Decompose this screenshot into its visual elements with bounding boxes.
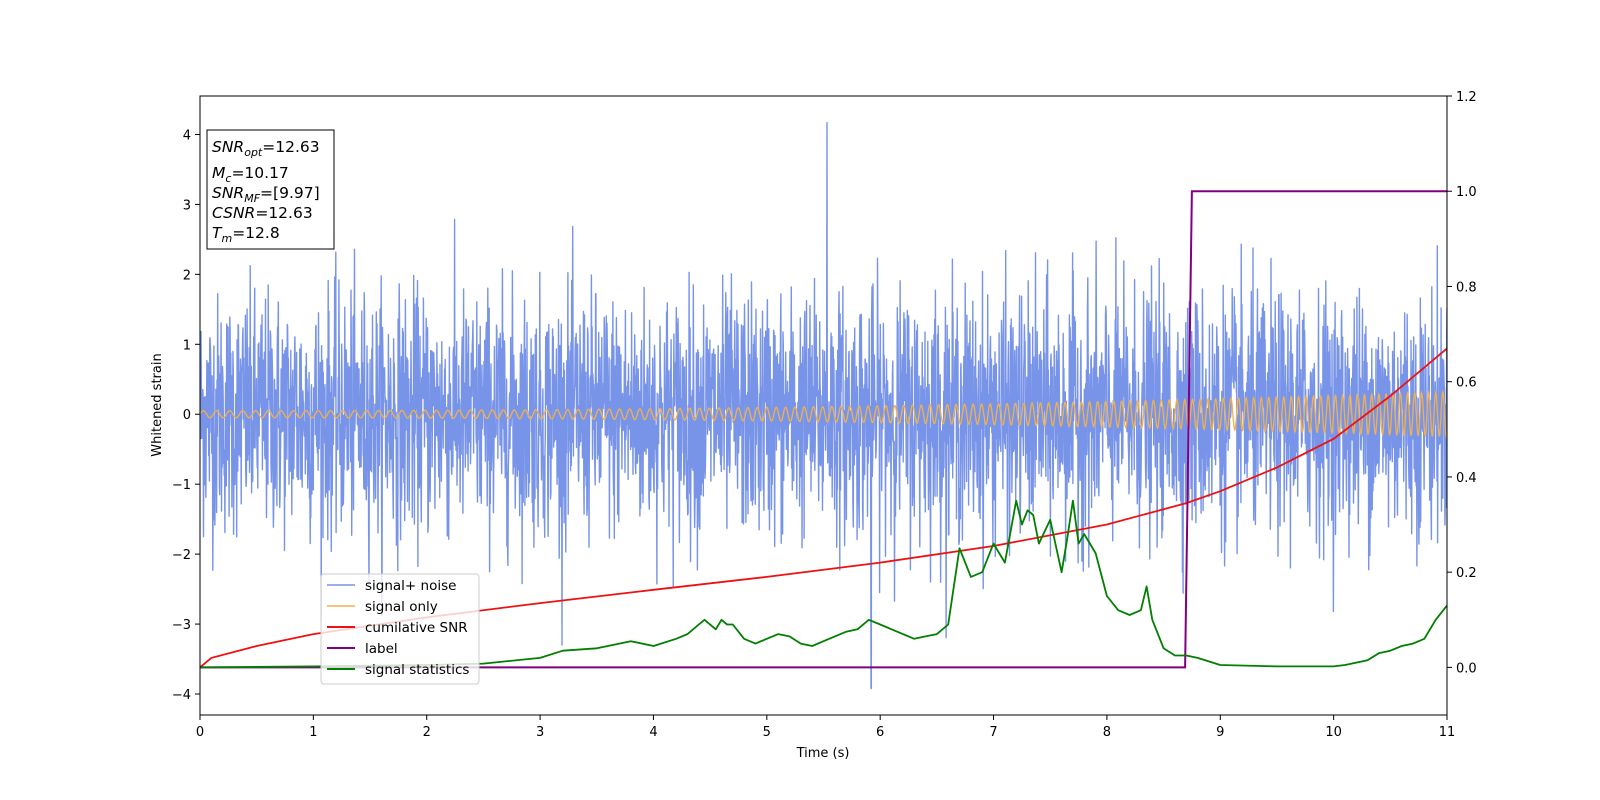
series-signal-only-line: [200, 389, 1447, 438]
annotation-mc-value: =10.17: [231, 164, 288, 182]
y-right-tick-label: 0.4: [1456, 471, 1477, 486]
x-tick-label: 7: [989, 725, 997, 740]
x-tick-label: 0: [196, 725, 204, 740]
annotation-snr-mf-sub: MF: [244, 192, 260, 205]
annotation-tm-base: T: [212, 224, 223, 242]
legend-label-signal-only: signal only: [365, 599, 438, 615]
x-axis-title: Time (s): [796, 746, 850, 761]
series-label-line: [200, 190, 1447, 669]
x-tick-label: 8: [1103, 725, 1111, 740]
annotation-snr-mf-base: SNR: [212, 184, 244, 202]
y-left-tick-label: 2: [183, 268, 191, 283]
x-tick-label: 10: [1325, 725, 1342, 740]
annotation-csnr-value: =12.63: [255, 204, 312, 222]
ticks-layer: 0 1 2 3 4 5 6 7 8 9 10 1143210−1−2−3−41.21.00.80.60…: [172, 90, 1477, 740]
annotation-snr-opt-base: SNR: [212, 138, 244, 156]
legend-label-cumilative-snr: cumilative SNR: [365, 620, 468, 636]
x-tick-label: 4: [649, 725, 657, 740]
y-right-tick-label: 0.6: [1456, 376, 1477, 391]
annotation-snr-opt-value: =12.63: [262, 138, 319, 156]
annotation-snr-opt-sub: opt: [244, 146, 263, 159]
annotation-tm: Tm=12.8: [212, 224, 280, 245]
annotation-csnr: CSNR=12.63: [212, 204, 313, 222]
y-left-tick-label: −2: [172, 548, 191, 563]
y-right-tick-label: 1.2: [1456, 90, 1477, 105]
y-left-tick-label: 3: [183, 198, 191, 213]
legend-label-signal-statistics: signal statistics: [365, 662, 469, 678]
y-right-tick-label: 1.0: [1456, 185, 1477, 200]
y-right-tick-label: 0.2: [1456, 566, 1477, 581]
y-left-tick-label: −3: [172, 618, 191, 633]
y-axis-title: Whitened strain: [150, 353, 165, 456]
y-left-tick-label: −4: [172, 688, 191, 703]
annotation-tm-sub: m: [221, 232, 232, 245]
annotation-mc-sub: c: [225, 172, 231, 185]
x-tick-label: 2: [423, 725, 431, 740]
x-tick-label: 6: [876, 725, 884, 740]
x-tick-label: 5: [763, 725, 771, 740]
x-tick-label: 3: [536, 725, 544, 740]
x-tick-label: 1: [309, 725, 317, 740]
annotation-mc: Mc=10.17: [212, 164, 289, 185]
series-layer: [200, 121, 1447, 690]
legend: signal+ noise signal only cumilative SNR…: [320, 573, 480, 685]
x-tick-label: 9: [1216, 725, 1224, 740]
series-signal-plus-noise-line: [200, 121, 1447, 690]
plot-frame: [199, 95, 1448, 716]
legend-label-label: label: [365, 641, 398, 657]
y-left-tick-label: −1: [172, 478, 191, 493]
annotation-csnr-base: CSNR: [212, 204, 255, 222]
series-cumilative-snr-line: [200, 347, 1447, 669]
annotation-snr-opt: SNRopt=12.63: [212, 138, 320, 159]
legend-label-signal-plus-noise: signal+ noise: [365, 578, 456, 594]
annotation-snr-mf: SNRMF=[9.97]: [212, 184, 320, 205]
legend-frame: [320, 573, 480, 685]
y-left-tick-label: 1: [183, 338, 191, 353]
y-left-tick-label: 0: [183, 408, 191, 423]
annotation-box: SNRopt=12.63 Mc=10.17 SNRMF=[9.97] CSNR=…: [206, 129, 335, 250]
x-tick-label: 11: [1439, 725, 1456, 740]
y-right-tick-label: 0.8: [1456, 280, 1477, 295]
annotation-snr-mf-value: =[9.97]: [260, 184, 320, 202]
y-right-tick-label: 0.0: [1456, 661, 1477, 676]
series-signal-statistics-line: [200, 499, 1447, 669]
annotation-mc-base: M: [212, 164, 225, 182]
annotation-tm-value: =12.8: [232, 224, 280, 242]
annotation-frame: [206, 129, 335, 250]
y-left-tick-label: 4: [183, 128, 191, 143]
